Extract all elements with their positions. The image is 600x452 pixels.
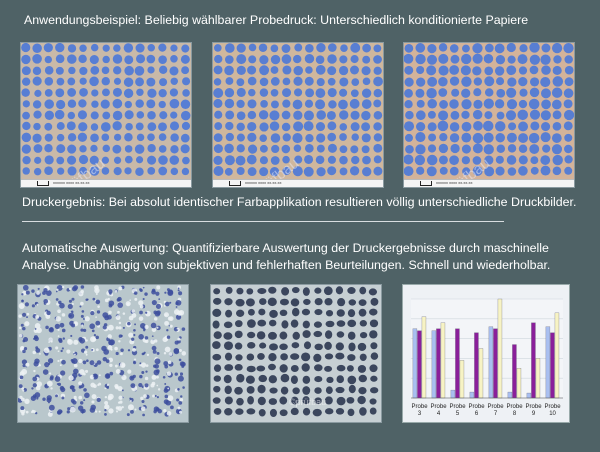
speckle-grid (18, 285, 187, 417)
x-tick-label: 10 (549, 411, 556, 417)
dot-pattern-2 (213, 43, 383, 177)
dot-grid (404, 43, 574, 177)
x-tick-label: 5 (456, 411, 460, 417)
binarized-grid (212, 286, 379, 418)
dot-pattern-1 (21, 43, 191, 177)
bar (417, 330, 422, 399)
microscope-image-paper-2: ©prüfbau xxxxxx xxxx xx.xx.xx (212, 42, 384, 188)
x-tick-label: Probe (431, 404, 448, 410)
bar (474, 332, 479, 399)
analysis-image-raw (17, 284, 189, 423)
dot-grid (21, 43, 191, 177)
bar (516, 368, 522, 399)
result-text: Druckergebnis: Bei absolut identischer F… (22, 195, 577, 209)
bar (478, 348, 484, 399)
bar (469, 391, 475, 399)
analysis-image-processed: ©prüfbau (210, 284, 382, 423)
bar (554, 312, 560, 399)
section-divider (22, 221, 504, 222)
chart-svg: Probe3Probe4Probe5Probe6Probe7Probe8Prob… (411, 298, 563, 417)
bar (440, 322, 446, 399)
analysis-text-line-2: Analyse. Unabhängig von subjektiven und … (22, 258, 551, 272)
bar (512, 344, 517, 399)
bar (455, 328, 460, 399)
bar (488, 326, 494, 399)
dot-grid (213, 43, 383, 177)
x-tick-label: 3 (418, 411, 422, 417)
speckle-pattern (18, 285, 187, 417)
bar (459, 360, 465, 399)
bar (550, 332, 555, 399)
evaluation-bar-chart: Probe 3 Probe 4 Probe 5 Probe 6 Probe 7 Probe 8 Prob… (402, 284, 570, 423)
x-tick-label: Probe (450, 404, 467, 410)
microscope-info-bar: xxxxxx xxxx xx.xx.xx (21, 179, 191, 187)
bar (507, 391, 513, 399)
bar (545, 326, 551, 399)
dot-pattern-3 (404, 43, 574, 177)
bar (535, 358, 541, 399)
microscope-info-bar: xxxxxx xxxx xx.xx.xx (213, 179, 383, 187)
x-tick-label: 9 (532, 411, 536, 417)
x-tick-label: 4 (437, 411, 441, 417)
x-tick-label: 7 (494, 411, 498, 417)
x-tick-label: Probe (507, 404, 524, 410)
bar (531, 322, 536, 399)
heading-top: Anwendungsbeispiel: Beliebig wählbarer P… (24, 13, 529, 27)
bar (493, 328, 498, 399)
microscope-info-bar: xxxxxx xxxx xx.xx.xx (404, 179, 574, 187)
microscope-image-paper-1: ©prüfbau xxxxxx xxxx xx.xx.xx (20, 42, 192, 188)
bar (421, 316, 427, 399)
analysis-text-line-1: Automatische Auswertung: Quantifizierbar… (22, 241, 549, 255)
bar (431, 330, 437, 399)
bar (412, 328, 418, 399)
bar (497, 298, 503, 399)
x-tick-label: Probe (545, 404, 562, 410)
microscope-image-paper-3: ©prüfbau xxxxxx xxxx xx.xx.xx (403, 42, 575, 188)
x-tick-label: Probe (469, 404, 486, 410)
x-tick-label: Probe (412, 404, 429, 410)
x-tick-label: Probe (488, 404, 505, 410)
bar (450, 389, 456, 399)
bar (436, 328, 441, 399)
x-tick-label: Probe (526, 404, 543, 410)
bar (526, 392, 532, 399)
x-tick-label: 6 (475, 411, 479, 417)
x-tick-label: 8 (513, 411, 517, 417)
binarized-dot-pattern (212, 286, 379, 418)
watermark-text: ©prüfbau (289, 397, 327, 407)
